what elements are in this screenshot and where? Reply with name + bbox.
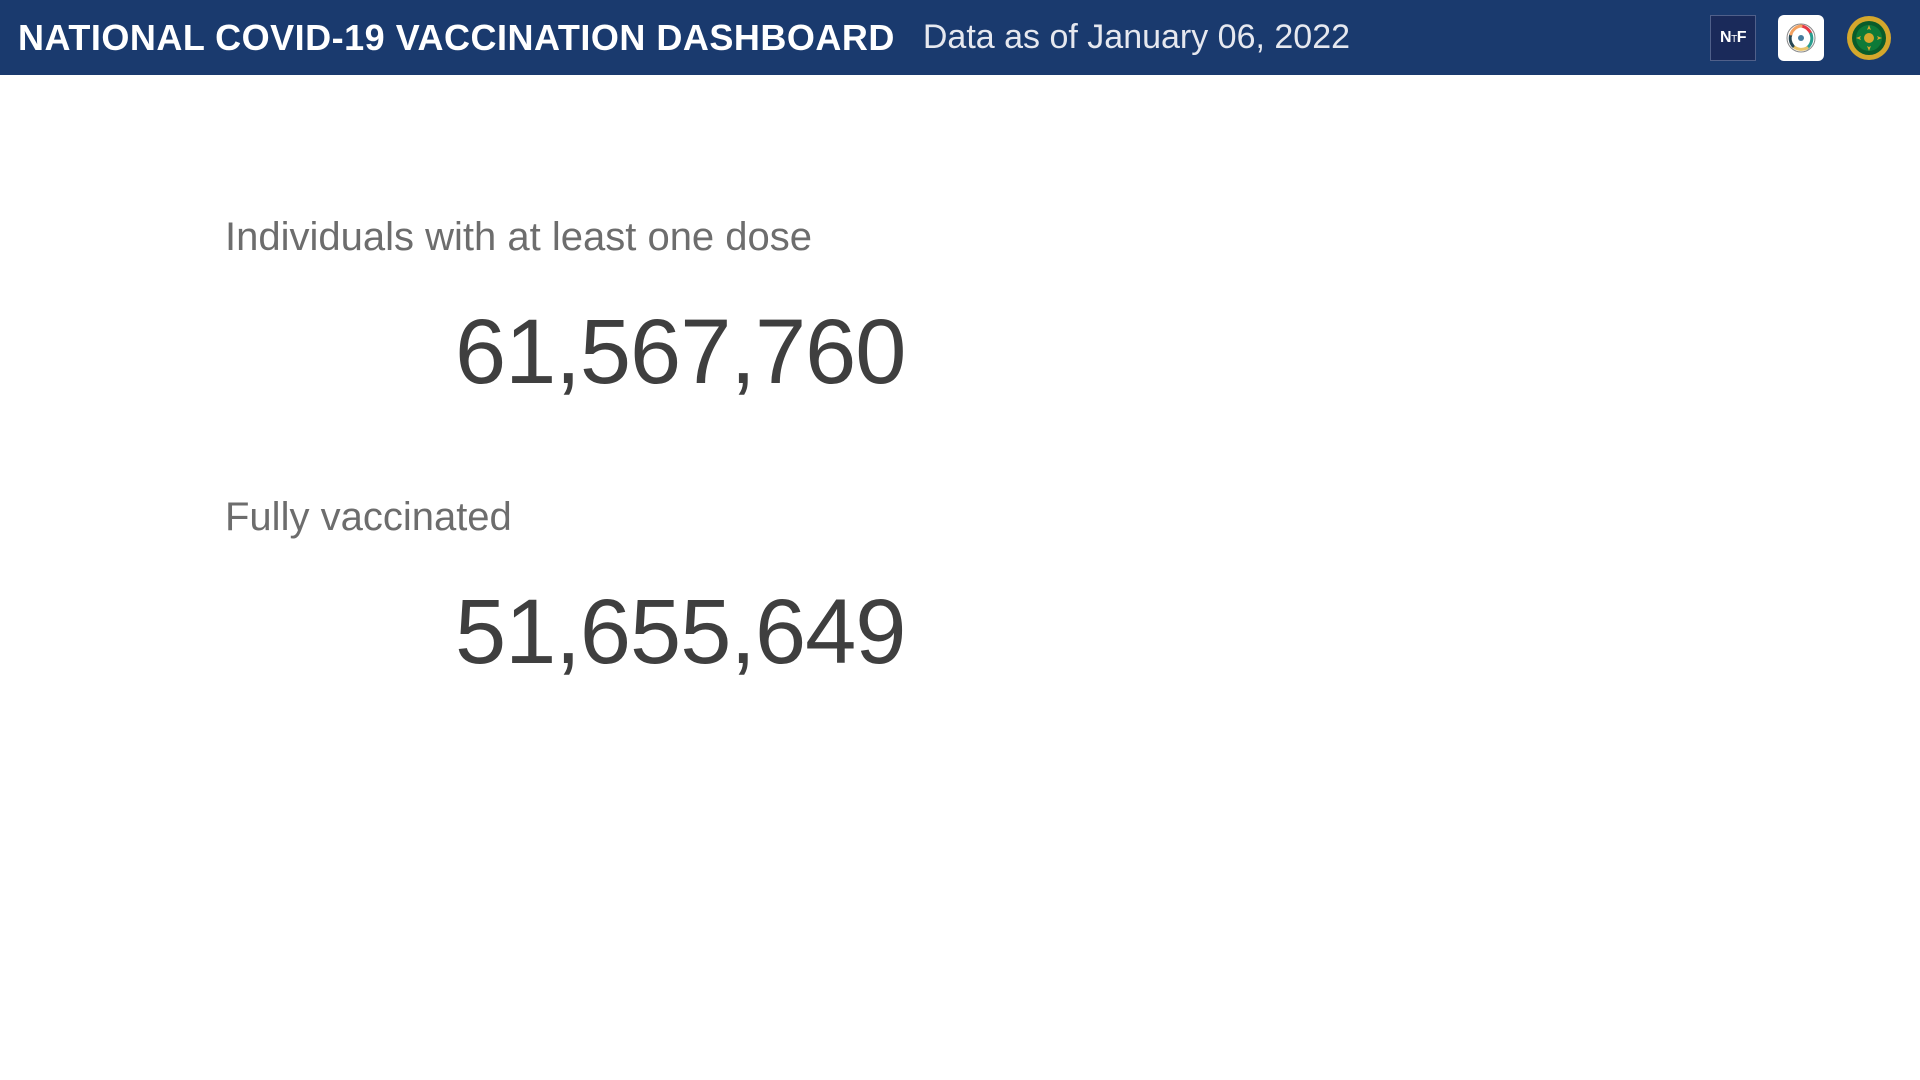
metric-fully-vaccinated: Fully vaccinated 51,655,649	[225, 495, 1920, 685]
ntf-logo-text: NTF	[1720, 29, 1746, 47]
ntf-logo-icon: NTF	[1710, 15, 1756, 61]
doh-logo-icon	[1778, 15, 1824, 61]
dashboard-title: NATIONAL COVID-19 VACCINATION DASHBOARD	[18, 17, 895, 59]
metric-value-fully: 51,655,649	[225, 580, 1920, 685]
dashboard-header: NATIONAL COVID-19 VACCINATION DASHBOARD …	[0, 0, 1920, 75]
dashboard-content: Individuals with at least one dose 61,56…	[0, 75, 1920, 685]
data-as-of-date: Data as of January 06, 2022	[923, 18, 1350, 57]
metric-label-one-dose: Individuals with at least one dose	[225, 215, 1920, 260]
metric-at-least-one-dose: Individuals with at least one dose 61,56…	[225, 215, 1920, 405]
metric-label-fully: Fully vaccinated	[225, 495, 1920, 540]
gov-seal-icon	[1846, 15, 1892, 61]
header-logo-group: NTF	[1710, 15, 1892, 61]
metric-value-one-dose: 61,567,760	[225, 300, 1920, 405]
